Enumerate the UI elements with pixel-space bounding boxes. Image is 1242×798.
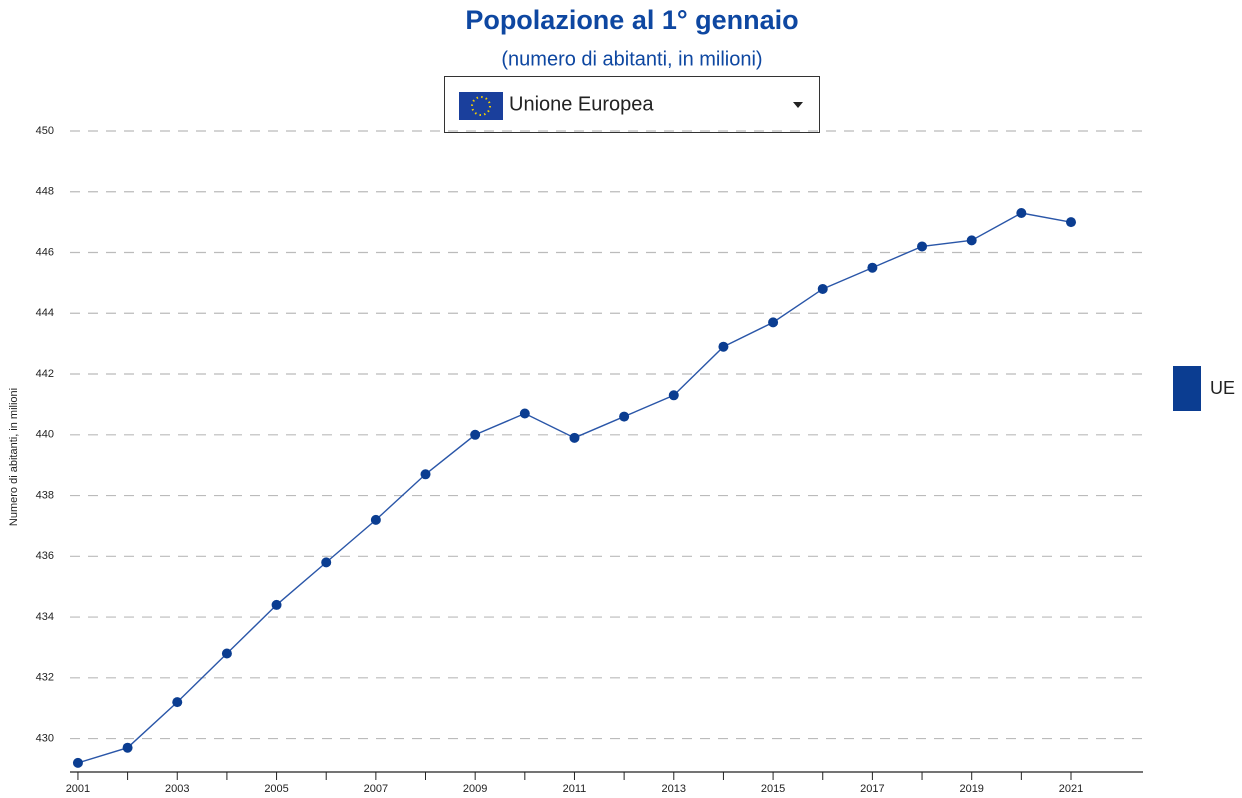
- data-point: [420, 469, 431, 480]
- data-point: [817, 283, 828, 294]
- x-tick-label: 2013: [662, 783, 686, 795]
- x-tick-label: 2011: [563, 783, 587, 795]
- y-tick-label: 436: [36, 550, 54, 562]
- eu-stars: [471, 96, 491, 116]
- data-point: [122, 742, 133, 753]
- data-point: [271, 599, 282, 610]
- data-point: [718, 341, 729, 352]
- dropdown-label[interactable]: Unione Europea: [509, 93, 654, 115]
- y-tick-label: 440: [36, 429, 54, 441]
- legend-swatch: [1173, 366, 1201, 411]
- y-tick-label: 446: [36, 246, 54, 258]
- x-tick-label: 2009: [463, 783, 487, 795]
- dropdown-arrow: [793, 102, 803, 108]
- series-line: [77, 212, 1072, 764]
- y-tick-label: 448: [36, 186, 54, 198]
- chart-subtitle: (numero di abitanti, in milioni): [501, 48, 762, 70]
- y-tick-label: 442: [36, 368, 54, 380]
- data-point: [370, 514, 381, 525]
- data-point: [470, 429, 481, 440]
- data-point: [619, 411, 630, 422]
- x-tick-label: 2007: [364, 783, 388, 795]
- data-point: [668, 390, 679, 401]
- data-point: [321, 557, 332, 568]
- data-point: [1016, 208, 1027, 219]
- x-tick-label: 2003: [165, 783, 189, 795]
- data-point: [1066, 217, 1077, 228]
- y-tick-label: 434: [36, 611, 54, 623]
- data-point: [519, 408, 530, 419]
- x-tick-label: 2005: [264, 783, 288, 795]
- y-tick-label: 444: [36, 307, 54, 319]
- x-tick-label: 2001: [66, 783, 90, 795]
- data-point: [72, 757, 83, 768]
- y-tick-label: 438: [36, 489, 54, 501]
- data-point: [768, 317, 779, 328]
- dropdown-box[interactable]: [444, 76, 820, 133]
- dropdown[interactable]: Unione Europea: [444, 76, 820, 133]
- x-tick-label: 2015: [761, 783, 785, 795]
- x-tick-label: 2019: [959, 783, 983, 795]
- data-point: [867, 262, 878, 273]
- x-tick-label: 2021: [1059, 783, 1083, 795]
- eu-flag: [459, 92, 503, 120]
- legend-label: UE: [1210, 378, 1235, 398]
- chart-title: Popolazione al 1° gennaio: [465, 5, 798, 35]
- x-tick-label: 2017: [860, 783, 884, 795]
- data-point: [221, 648, 232, 659]
- y-tick-label: 432: [36, 672, 54, 684]
- data-point: [966, 235, 977, 246]
- y-tick-label: 450: [36, 125, 54, 137]
- data-point: [172, 697, 183, 708]
- data-point: [569, 432, 580, 443]
- y-tick-label: 430: [36, 732, 54, 744]
- y-axis-label: Numero di abitanti, in milioni: [8, 388, 20, 526]
- data-point: [917, 241, 928, 252]
